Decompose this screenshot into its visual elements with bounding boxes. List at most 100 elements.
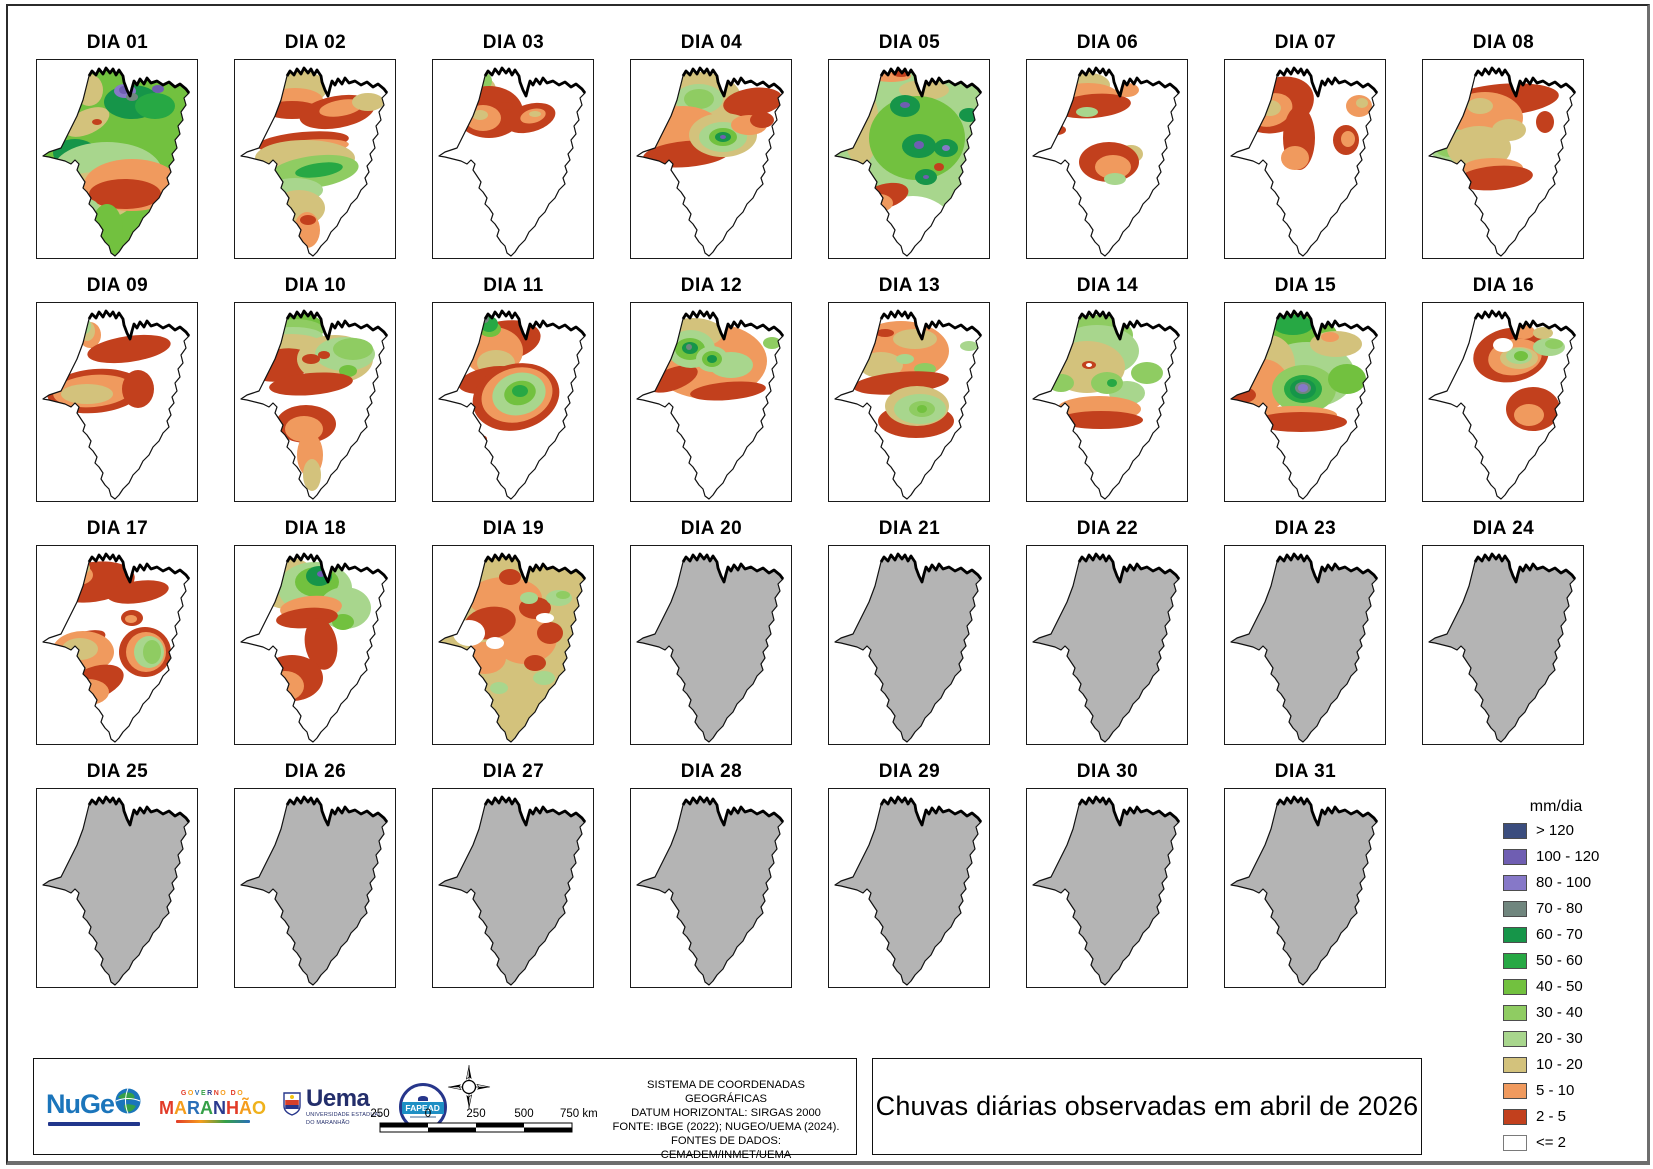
legend-item: 60 - 70 [1496,926,1646,943]
north-arrow-icon [447,1062,491,1117]
daily-maps-grid: DIA 01 DIA 02 DIA 03 DIA 04 DIA 05 DIA 06 DIA … [36,22,1585,988]
day-title: DIA 15 [1274,275,1337,296]
day-panel-28: DIA 28 [630,751,793,988]
legend-item: 40 - 50 [1496,978,1646,995]
legend-item: 30 - 40 [1496,1004,1646,1021]
map-title-box: Chuvas diárias observadas em abril de 20… [872,1058,1422,1155]
day-title: DIA 02 [284,32,347,53]
legend-label: 20 - 30 [1536,1030,1583,1047]
day-title: DIA 11 [483,275,544,296]
legend-swatch [1503,874,1527,891]
globe-icon [114,1087,142,1120]
legend: mm/dia > 120 100 - 120 80 - 100 70 - 80 60 -… [1496,798,1646,1160]
rainfall-map [1026,545,1188,745]
rainfall-map [1224,545,1386,745]
day-title: DIA 06 [1076,32,1139,53]
credits-text: SISTEMA DE COORDENADAS GEOGRÁFICAS DATUM … [606,1078,846,1162]
legend-item: 2 - 5 [1496,1108,1646,1125]
day-panel-25: DIA 25 [36,751,199,988]
legend-label: 80 - 100 [1536,874,1592,891]
day-title: DIA 03 [482,32,545,53]
rainfall-map [1224,59,1386,259]
uema-logo-text: Uema [306,1085,370,1112]
legend-swatch [1503,1134,1527,1151]
legend-label: <= 2 [1536,1134,1567,1151]
day-title: DIA 29 [878,761,941,782]
rainfall-map [630,302,792,502]
rainfall-map [1422,302,1584,502]
day-title: DIA 30 [1076,761,1139,782]
legend-label: > 120 [1536,822,1574,839]
legend-item: 80 - 100 [1496,874,1646,891]
day-title: DIA 13 [878,275,941,296]
day-panel-27: DIA 27 [432,751,595,988]
legend-item: <= 2 [1496,1134,1646,1151]
legend-label: 5 - 10 [1536,1082,1575,1099]
legend-swatch [1503,1056,1527,1073]
day-title: DIA 31 [1274,761,1337,782]
governo-maranhao-logo: GOVERNO DO MARANHÃO [159,1090,266,1123]
legend-item: 100 - 120 [1496,848,1646,865]
uema-sub-line1: UNIVERSIDADE ESTADUAL [306,1112,382,1118]
legend-item: 10 - 20 [1496,1056,1646,1073]
nugeo-tagline-bar [48,1122,140,1126]
day-panel-11: DIA 11 [432,265,595,502]
rainfall-map [36,788,198,988]
svg-text:500: 500 [514,1108,533,1120]
rainfall-map [1422,59,1584,259]
legend-item: 5 - 10 [1496,1082,1646,1099]
day-title: DIA 18 [284,518,347,539]
rainfall-map [828,545,990,745]
day-title: DIA 22 [1076,518,1139,539]
day-panel-23: DIA 23 [1224,508,1387,745]
day-panel-19: DIA 19 [432,508,595,745]
day-panel-04: DIA 04 [630,22,793,259]
rainfall-map [828,59,990,259]
day-panel-01: DIA 01 [36,22,199,259]
legend-swatch [1503,1004,1527,1021]
rainfall-map [630,788,792,988]
governo-tagline-bar [175,1120,250,1123]
rainfall-map [36,302,198,502]
credits-line: FONTE: IBGE (2022); NUGEO/UEMA (2024). [612,1121,840,1133]
legend-title: mm/dia [1529,798,1583,815]
day-panel-20: DIA 20 [630,508,793,745]
legend-swatch [1503,1030,1527,1047]
legend-swatch [1503,978,1527,995]
day-panel-03: DIA 03 [432,22,595,259]
legend-label: 50 - 60 [1536,952,1583,969]
day-panel-12: DIA 12 [630,265,793,502]
day-panel-16: DIA 16 [1422,265,1585,502]
uema-logo: Uema UNIVERSIDADE ESTADUAL DO MARANHÃO [283,1087,382,1126]
day-title: DIA 04 [680,32,743,53]
day-title: DIA 05 [878,32,941,53]
legend-item: 50 - 60 [1496,952,1646,969]
day-panel-31: DIA 31 [1224,751,1387,988]
day-title: DIA 12 [680,275,743,296]
credits-line: SISTEMA DE COORDENADAS GEOGRÁFICAS [647,1079,805,1105]
day-panel-08: DIA 08 [1422,22,1585,259]
rainfall-map [1224,302,1386,502]
legend-label: 40 - 50 [1536,978,1583,995]
credits-box: NuGe GOVERNO DO MARANHÃO [33,1058,857,1161]
day-panel-26: DIA 26 [234,751,397,988]
day-title: DIA 08 [1472,32,1535,53]
rainfall-map [36,59,198,259]
rainfall-map [1422,545,1584,745]
day-title: DIA 25 [86,761,149,782]
legend-swatch [1503,926,1527,943]
legend-item: 20 - 30 [1496,1030,1646,1047]
day-title: DIA 09 [86,275,149,296]
legend-label: 100 - 120 [1536,848,1600,865]
rainfall-map [1026,788,1188,988]
rainfall-map [630,59,792,259]
day-panel-06: DIA 06 [1026,22,1189,259]
legend-swatch [1503,952,1527,969]
day-panel-05: DIA 05 [828,22,991,259]
day-panel-07: DIA 07 [1224,22,1387,259]
legend-items: > 120 100 - 120 80 - 100 70 - 80 60 - 70 50 -… [1496,822,1646,1151]
figure-title: Chuvas diárias observadas em abril de 20… [875,1091,1419,1121]
rainfall-map [630,545,792,745]
rainfall-map [828,302,990,502]
legend-swatch [1503,900,1527,917]
